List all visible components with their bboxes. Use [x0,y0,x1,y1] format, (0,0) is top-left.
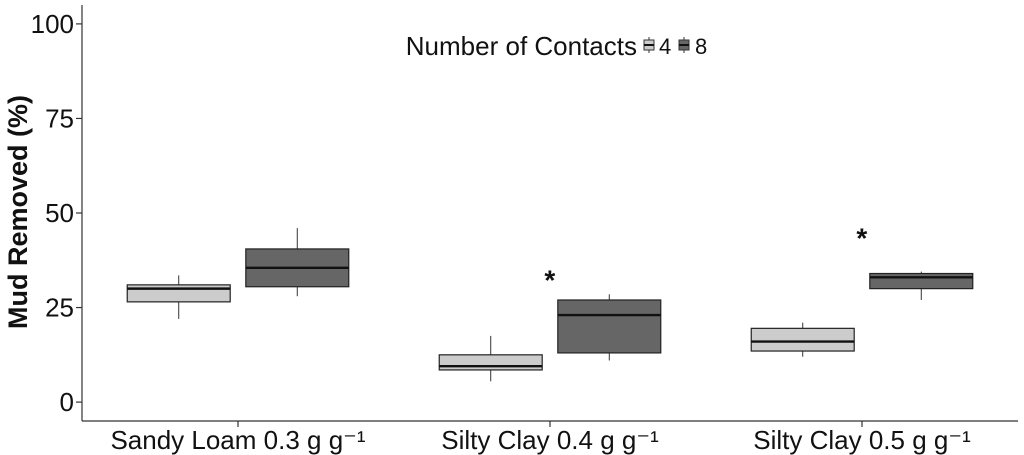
plot-area: 0 25 50 75 100 Sandy Loam 0.3 g g⁻¹ Silty Clay… [31,5,1018,455]
box-8-cat1-iqr [557,299,662,354]
box-8-cat2-iqr [869,272,974,290]
box-4-cat1-iqr [438,354,543,371]
y-tick-label-50: 50 [45,198,74,228]
box-4-cat2-iqr [750,327,855,352]
legend-label-4: 4 [659,34,671,59]
significance-marker-0: * [544,264,555,295]
x-tick-label-2: Silty Clay 0.5 g g⁻¹ [753,425,971,455]
legend: Number of Contacts 4 8 [406,31,707,61]
y-tick-label-75: 75 [45,103,74,133]
legend-key-4 [643,37,655,53]
x-tick-label-0: Sandy Loam 0.3 g g⁻¹ [110,425,365,455]
legend-label-8: 8 [695,34,707,59]
y-tick-label-100: 100 [31,9,74,39]
y-axis-title: Mud Removed (%) [3,95,33,329]
significance-marker-1: * [856,223,867,254]
y-tick-label-0: 0 [60,387,74,417]
legend-key-8 [678,37,690,53]
legend-title: Number of Contacts [406,31,637,61]
box-4-cat0-iqr [126,284,231,303]
y-tick-label-25: 25 [45,293,74,323]
x-tick-label-1: Silty Clay 0.4 g g⁻¹ [441,425,659,455]
